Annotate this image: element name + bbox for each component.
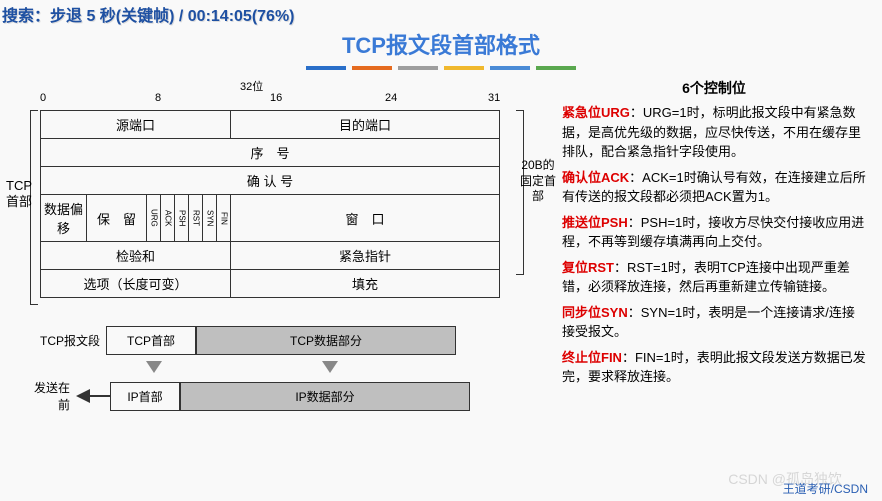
- flag-rst: RST: [189, 195, 203, 242]
- flag-description: 同步位SYN：SYN=1时，表明是一个连接请求/连接接受报文。: [562, 303, 866, 342]
- flag-description: 确认位ACK：ACK=1时确认号有效，在连接建立后所有传送的报文段都必须把ACK…: [562, 168, 866, 207]
- flag-ack: ACK: [161, 195, 175, 242]
- search-overlay: 搜索：步退 5 秒(关键帧) / 00:14:05(76%): [2, 2, 295, 26]
- arrow-left-icon: [76, 389, 90, 403]
- flag-name: 推送位PSH: [562, 215, 628, 230]
- flags-panel: 6个控制位 紧急位URG：URG=1时，标明此报文段中有紧急数据，是高优先级的数…: [556, 78, 866, 417]
- arrow-line: [90, 395, 110, 397]
- field-options: 选项（长度可变）: [41, 270, 231, 298]
- arrow-down-icon: [146, 361, 162, 373]
- tcp-header-box: TCP首部: [106, 326, 196, 355]
- flag-name: 紧急位URG: [562, 105, 630, 120]
- field-data-offset: 数据偏移: [41, 195, 87, 242]
- arrow-down-icon: [322, 361, 338, 373]
- ip-data-box: IP数据部分: [180, 382, 470, 411]
- flag-description: 复位RST：RST=1时，表明TCP连接中出现严重差错，必须释放连接，然后再重新…: [562, 258, 866, 297]
- ruler-tick: 0: [40, 92, 46, 104]
- ruler-width-label: 32位: [240, 78, 263, 94]
- flag-description: 推送位PSH：PSH=1时，接收方尽快交付接收应用进程，不再等到缓存填满再向上交…: [562, 213, 866, 252]
- flag-description: 终止位FIN：FIN=1时，表明此报文段发送方数据已发完，要求释放连接。: [562, 348, 866, 387]
- field-padding: 填充: [231, 270, 500, 298]
- tcp-segment-label: TCP报文段: [26, 332, 106, 349]
- field-reserved: 保 留: [87, 195, 147, 242]
- footer-credit: 王道考研/CSDN: [783, 480, 868, 497]
- flag-name: 确认位ACK: [562, 170, 629, 185]
- field-urgent-ptr: 紧急指针: [231, 242, 500, 270]
- ip-header-box: IP首部: [110, 382, 180, 411]
- flag-name: 同步位SYN: [562, 305, 628, 320]
- field-window: 窗 口: [231, 195, 500, 242]
- send-first-label: 发送在前: [26, 379, 76, 413]
- flag-psh: PSH: [175, 195, 189, 242]
- diagram-area: 位 32位 08162431 TCP首部 20B的固定首部 源端口 目的端口 序…: [6, 78, 556, 417]
- flag-name: 复位RST: [562, 260, 614, 275]
- flag-name: 终止位FIN: [562, 350, 622, 365]
- flag-syn: SYN: [203, 195, 217, 242]
- ruler-tick: 31: [488, 92, 500, 104]
- bit-ruler: 32位 0 8 16 24 31: [40, 78, 516, 110]
- ruler-tick: 16: [270, 92, 282, 104]
- flag-description: 紧急位URG：URG=1时，标明此报文段中有紧急数据，是高优先级的数据，应尽快传…: [562, 103, 866, 162]
- flags-heading: 6个控制位: [562, 78, 866, 99]
- field-ack-num: 确 认 号: [41, 167, 500, 195]
- fixed-header-vertical-label: 20B的固定首部: [518, 158, 558, 205]
- tcp-header-vertical-label: TCP首部: [6, 178, 32, 209]
- ruler-tick: 8: [155, 92, 161, 104]
- field-source-port: 源端口: [41, 111, 231, 139]
- field-dest-port: 目的端口: [231, 111, 500, 139]
- flag-fin: FIN: [217, 195, 231, 242]
- page-title: TCP报文段首部格式: [342, 28, 540, 60]
- tcp-header-table: 源端口 目的端口 序 号 确 认 号 数据偏移 保 留 URG ACK PSH …: [40, 110, 500, 298]
- field-sequence: 序 号: [41, 139, 500, 167]
- ruler-tick: 24: [385, 92, 397, 104]
- encapsulation-diagram: TCP报文段 TCP首部 TCP数据部分 发送在前 IP首部 IP数据部分: [26, 326, 556, 413]
- flag-urg: URG: [147, 195, 161, 242]
- tcp-data-box: TCP数据部分: [196, 326, 456, 355]
- main-content: 位 32位 08162431 TCP首部 20B的固定首部 源端口 目的端口 序…: [0, 70, 882, 417]
- field-checksum: 检验和: [41, 242, 231, 270]
